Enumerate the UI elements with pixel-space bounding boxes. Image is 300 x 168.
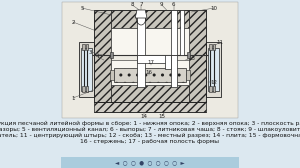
Text: 15: 15: [158, 114, 165, 118]
Bar: [209, 86, 211, 92]
Bar: [112, 85, 188, 102]
Text: ◄  ○  ○  ●  ○  ○  ○  ○  ►: ◄ ○ ○ ● ○ ○ ○ ○ ►: [115, 160, 185, 165]
Bar: [110, 52, 113, 58]
Text: 1: 1: [71, 95, 75, 100]
Text: 16 - стержень; 17 - рабочая полость формы: 16 - стержень; 17 - рабочая полость форм…: [80, 139, 220, 144]
Bar: [82, 86, 85, 92]
Bar: [86, 86, 88, 92]
Bar: [213, 86, 215, 92]
Bar: [94, 55, 112, 102]
Text: 10: 10: [211, 6, 218, 10]
Text: 17: 17: [148, 59, 155, 65]
Bar: [115, 68, 185, 82]
Bar: [187, 52, 190, 58]
Bar: [94, 102, 206, 112]
Bar: [213, 44, 215, 50]
Bar: [79, 42, 94, 97]
Text: 11: 11: [216, 39, 224, 45]
Polygon shape: [135, 10, 147, 18]
Bar: [62, 2, 238, 118]
Bar: [180, 10, 184, 55]
Text: 14: 14: [141, 114, 148, 118]
Bar: [188, 10, 206, 55]
Text: 7: 7: [140, 3, 143, 8]
Bar: [82, 44, 85, 50]
Bar: [209, 44, 211, 50]
Bar: [112, 60, 188, 85]
Text: 4: 4: [96, 54, 100, 59]
Text: 13: 13: [188, 55, 195, 60]
Text: 3: 3: [89, 50, 92, 54]
Bar: [208, 48, 219, 91]
Text: 8: 8: [130, 3, 134, 8]
Bar: [137, 55, 145, 87]
Bar: [188, 55, 206, 102]
Text: Конструкция песчаной литейной формы в сборе: 1 - нижняя опока; 2 - верхняя опока: Конструкция песчаной литейной формы в сб…: [0, 121, 300, 126]
Bar: [171, 10, 177, 55]
Text: 5: 5: [80, 6, 84, 10]
Bar: [112, 10, 188, 28]
Bar: [171, 55, 177, 87]
Bar: [137, 55, 169, 63]
Bar: [94, 10, 112, 55]
Bar: [110, 70, 115, 80]
Text: 16: 16: [145, 70, 152, 74]
Text: 6: 6: [172, 3, 175, 8]
Bar: [137, 10, 145, 55]
Text: 9: 9: [160, 3, 164, 8]
Bar: [165, 55, 171, 69]
Text: 4 - зазоры; 5 - вентиляционный канал; 6 - выпоры; 7 - литниковая чаша; 8 - стояк: 4 - зазоры; 5 - вентиляционный канал; 6 …: [0, 127, 300, 132]
Text: 12: 12: [211, 79, 218, 85]
Text: 2: 2: [71, 19, 75, 25]
Bar: [185, 70, 190, 80]
Bar: [81, 48, 92, 91]
Bar: [206, 42, 221, 97]
Bar: [112, 28, 188, 55]
Bar: [61, 157, 239, 168]
Bar: [86, 44, 88, 50]
Text: 10 - питатель; 11 - центрирующий штырь; 12 - скоба; 13 - местный разрез; 14 - пл: 10 - питатель; 11 - центрирующий штырь; …: [0, 133, 300, 138]
